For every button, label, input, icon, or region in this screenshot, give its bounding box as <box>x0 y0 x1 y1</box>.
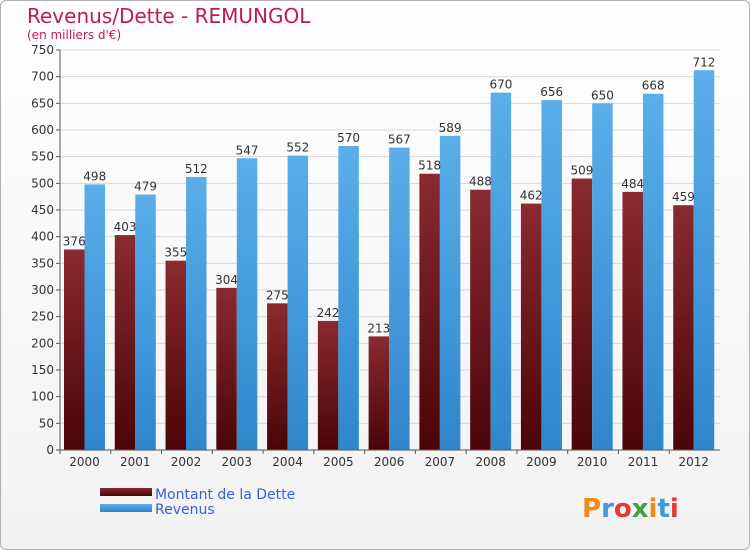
data-label: 650 <box>591 88 614 102</box>
bar-dette <box>622 191 643 450</box>
bar-dette <box>368 336 390 450</box>
proxiti-logo: Proxiti <box>582 494 679 524</box>
y-tick-label: 300 <box>31 283 54 297</box>
bar-dette <box>64 249 85 450</box>
bar-dette <box>571 178 593 451</box>
y-tick-label: 700 <box>31 70 54 84</box>
x-axis-ticks: 2000 2001 2002 2003 2004 2005 2006 2007 2008 2009… <box>59 450 709 469</box>
data-label: 570 <box>337 131 360 145</box>
bar-dette <box>267 303 288 450</box>
bar-dette <box>673 205 694 450</box>
x-tick-label: 2005 <box>323 455 354 469</box>
y-tick-label: 400 <box>31 230 54 244</box>
data-label: 376 <box>63 234 86 248</box>
data-label: 403 <box>114 220 137 234</box>
bar-revenus <box>84 184 105 450</box>
bar-revenus <box>338 146 359 450</box>
logo-text: Proxiti <box>582 494 679 524</box>
data-label: 484 <box>621 177 644 191</box>
legend-swatch-debt <box>100 488 152 496</box>
x-tick-label: 2007 <box>425 455 456 469</box>
y-tick-label: 550 <box>31 150 54 164</box>
bar-dette <box>317 320 339 450</box>
x-tick-label: 2010 <box>577 455 608 469</box>
data-label: 479 <box>134 180 157 194</box>
y-tick-label: 250 <box>31 310 54 324</box>
data-label: 589 <box>439 121 462 135</box>
x-tick-label: 2008 <box>475 455 506 469</box>
y-tick-label: 150 <box>31 363 54 377</box>
y-axis-ticks: 0 50 100 150 200 250 300 350 400 450 500 550 600 650 7… <box>31 43 60 457</box>
data-label: 509 <box>570 164 593 178</box>
data-label: 668 <box>642 79 665 93</box>
data-label: 488 <box>469 175 492 189</box>
bar-revenus <box>439 135 461 450</box>
legend-label-revenus: Revenus <box>155 502 215 518</box>
x-tick-label: 2004 <box>272 455 303 469</box>
data-label: 355 <box>164 246 187 260</box>
data-label: 712 <box>693 55 716 69</box>
x-tick-label: 2011 <box>628 455 659 469</box>
data-label: 518 <box>418 159 441 173</box>
bar-revenus <box>490 92 512 451</box>
bar-revenus <box>389 147 410 450</box>
data-label: 462 <box>520 189 543 203</box>
bar-revenus <box>693 70 715 451</box>
bar-revenus <box>186 176 207 450</box>
x-tick-label: 2003 <box>222 455 253 469</box>
y-tick-label: 750 <box>31 43 54 57</box>
x-tick-label: 2000 <box>69 455 100 469</box>
legend: Montant de la Dette Revenus <box>100 487 295 518</box>
data-label: 512 <box>185 162 208 176</box>
y-tick-label: 500 <box>31 176 54 190</box>
y-tick-label: 350 <box>31 256 54 270</box>
data-label: 547 <box>236 143 259 157</box>
y-tick-label: 600 <box>31 123 54 137</box>
bar-dette <box>165 260 187 450</box>
bar-revenus <box>541 100 562 450</box>
bar-revenus <box>642 93 664 450</box>
bar-dette <box>114 235 136 450</box>
data-label: 304 <box>215 273 238 287</box>
chart-subtitle: (en milliers d'€) <box>27 28 121 42</box>
x-tick-label: 2012 <box>678 455 709 469</box>
y-tick-label: 0 <box>46 443 54 457</box>
legend-label-debt: Montant de la Dette <box>155 487 295 503</box>
bars-group <box>64 70 715 451</box>
y-tick-label: 50 <box>39 416 54 430</box>
data-label: 459 <box>672 190 695 204</box>
bar-dette <box>470 189 491 450</box>
data-label: 656 <box>540 85 563 99</box>
data-label: 498 <box>83 169 106 183</box>
data-labels: 376 498 403 479 355 512 304 547 275 552 242 570 213 5… <box>63 55 716 335</box>
data-label: 552 <box>286 141 309 155</box>
bar-revenus <box>287 155 309 450</box>
bar-dette <box>216 287 237 450</box>
bar-dette <box>520 203 542 450</box>
x-tick-label: 2002 <box>171 455 202 469</box>
data-label: 242 <box>317 306 340 320</box>
bar-revenus <box>135 194 156 450</box>
y-tick-label: 450 <box>31 203 54 217</box>
chart-title: Revenus/Dette - REMUNGOL <box>27 4 311 28</box>
legend-swatch-revenus <box>100 504 152 512</box>
data-label: 275 <box>266 288 289 302</box>
x-tick-label: 2006 <box>374 455 405 469</box>
x-tick-label: 2001 <box>120 455 151 469</box>
y-tick-label: 100 <box>31 390 54 404</box>
bar-revenus <box>592 103 613 450</box>
data-label: 213 <box>367 321 390 335</box>
bar-dette <box>419 173 440 450</box>
x-tick-label: 2009 <box>526 455 557 469</box>
data-label: 567 <box>388 133 411 147</box>
y-tick-label: 650 <box>31 96 54 110</box>
bar-revenus <box>236 158 258 450</box>
data-label: 670 <box>489 78 512 92</box>
y-tick-label: 200 <box>31 336 54 350</box>
